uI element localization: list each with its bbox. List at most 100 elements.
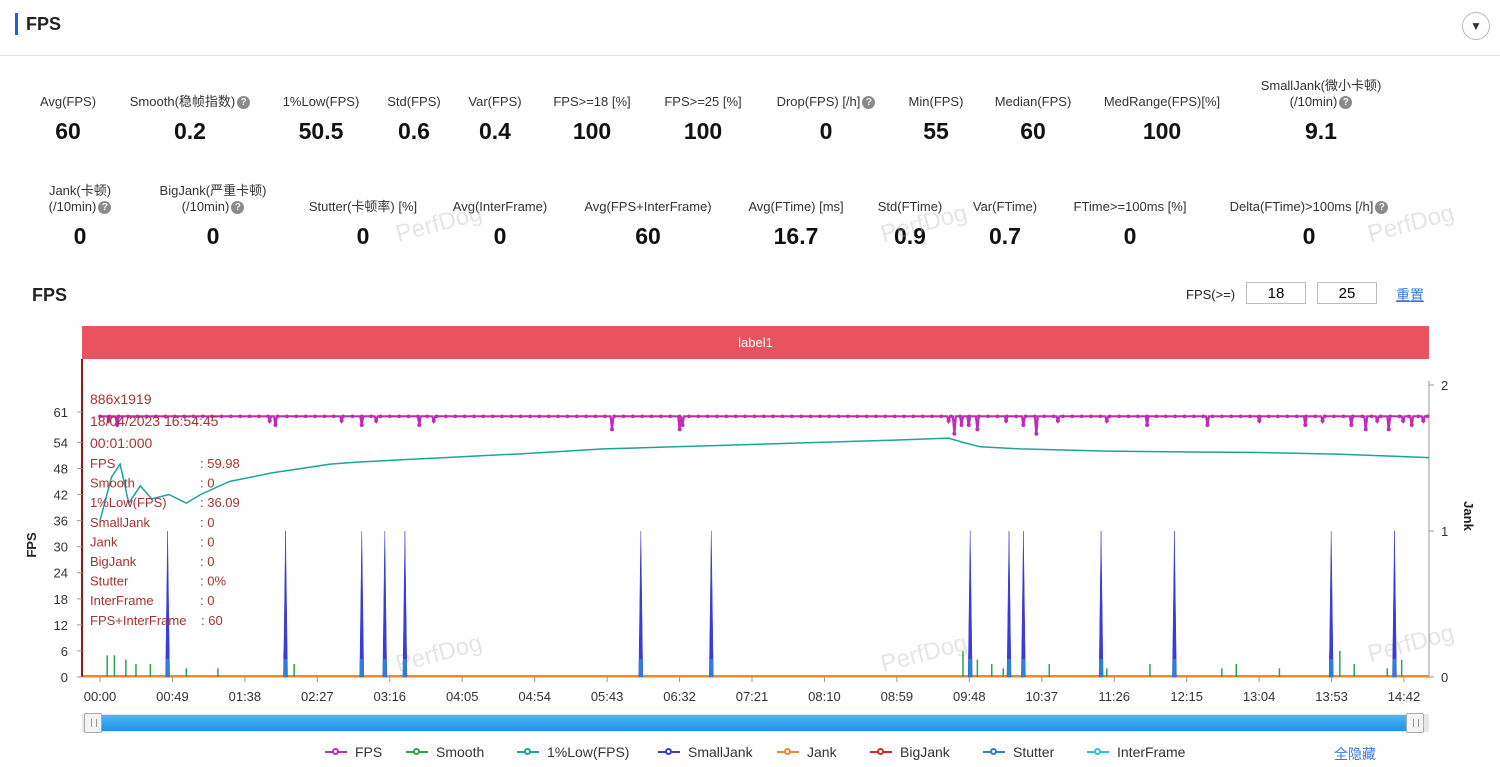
- metric-r2-5: Avg(FTime) [ms] 16.7: [706, 199, 886, 250]
- metric-r2-8: FTime>=100ms [%] 0: [1040, 199, 1220, 250]
- range-slider-selection[interactable]: [100, 715, 1411, 731]
- chevron-down-icon[interactable]: ▼: [1462, 12, 1490, 40]
- y-tick-label: 54: [54, 435, 68, 450]
- stutter-bar: [359, 659, 364, 677]
- fps-point: [640, 414, 645, 419]
- range-slider-right-handle[interactable]: [1406, 713, 1424, 733]
- fps-point: [425, 414, 430, 419]
- fps-point: [135, 414, 140, 419]
- help-icon[interactable]: ?: [1375, 201, 1389, 215]
- fps-point: [1201, 414, 1205, 419]
- metric-r2-6: Std(FTime) 0.9: [820, 199, 1000, 250]
- x-tick-label: 07:21: [736, 689, 769, 704]
- fps-point: [257, 414, 261, 419]
- fps-point: [462, 414, 467, 419]
- fps-point: [808, 414, 813, 419]
- chart-legend: FPS Smooth 1%Low(FPS) SmallJank Jank BigJank S…: [0, 744, 1500, 764]
- fps-point: [1034, 431, 1039, 436]
- fps-point: [799, 414, 803, 419]
- metric-label-text: Avg(FPS+InterFrame): [584, 199, 712, 214]
- help-icon[interactable]: ?: [231, 201, 245, 215]
- metric-value: 0: [1302, 223, 1316, 249]
- metric-r2-7: Var(FTime) 0.7: [915, 199, 1095, 250]
- legend-item-fps[interactable]: FPS: [325, 744, 382, 760]
- legend-item-jank[interactable]: Jank: [777, 744, 837, 760]
- fps-threshold-input-2[interactable]: [1317, 282, 1377, 304]
- fps-point: [818, 414, 822, 419]
- metric-label-text: Std(FTime): [877, 199, 943, 214]
- range-slider-left-handle[interactable]: [84, 713, 102, 733]
- stutter-bar: [1099, 659, 1104, 677]
- stutter-bar: [1172, 659, 1177, 677]
- legend-swatch-icon: [870, 748, 892, 755]
- metric-value: 60: [55, 118, 81, 144]
- smalljank-spike: [1392, 530, 1397, 678]
- metric-label: Avg(FPS): [0, 94, 158, 110]
- stutter-bar: [709, 659, 714, 677]
- metric-value: 16.7: [773, 223, 819, 249]
- metric-label: FTime>=100ms [%]: [1040, 199, 1220, 215]
- help-icon[interactable]: ?: [98, 201, 112, 215]
- tooltip-key: Smooth: [90, 476, 135, 491]
- help-icon[interactable]: ?: [1339, 96, 1353, 110]
- fps-threshold-input-1[interactable]: [1246, 282, 1306, 304]
- help-icon[interactable]: ?: [237, 96, 251, 110]
- metric-value: 100: [683, 118, 723, 144]
- fps-point: [705, 414, 710, 419]
- smalljank-spike: [1021, 530, 1026, 678]
- metric-r1-1: Smooth(稳帧指数)? 0.2: [100, 94, 280, 145]
- fps-point: [1276, 414, 1280, 419]
- smalljank-spike: [283, 530, 288, 678]
- y-tick-label: 48: [54, 461, 68, 476]
- y2-tick-label: 2: [1441, 378, 1448, 393]
- metric-label-text: Smooth(稳帧指数): [129, 94, 236, 109]
- metric-r1-3: Std(FPS) 0.6: [324, 94, 504, 145]
- x-tick-label: 00:00: [84, 689, 117, 704]
- fps-point: [182, 414, 186, 419]
- fps-point: [416, 414, 420, 419]
- metric-r1-8: Min(FPS) 55: [846, 94, 1026, 145]
- fps-point: [219, 414, 224, 419]
- legend-swatch-icon: [658, 748, 680, 755]
- metric-label-text: Median(FPS): [994, 94, 1072, 109]
- metric-r2-2: Stutter(卡顿率) [%] 0: [273, 199, 453, 250]
- metric-label-unit: (/10min): [48, 199, 97, 214]
- fps-point: [154, 414, 158, 419]
- y-tick-label: 12: [54, 618, 68, 633]
- fps-point: [1350, 414, 1355, 419]
- legend-item-smooth[interactable]: Smooth: [406, 744, 484, 760]
- label-bar[interactable]: label1: [82, 326, 1429, 359]
- fps-point: [1192, 414, 1196, 419]
- legend-item-stutter[interactable]: Stutter: [983, 744, 1054, 760]
- x-tick-label: 09:48: [953, 689, 986, 704]
- fps-point: [472, 414, 476, 419]
- metric-label-text: Min(FPS): [908, 94, 964, 109]
- fps-point: [528, 414, 532, 419]
- tooltip-value: : 0: [200, 515, 214, 530]
- legend-item-interframe[interactable]: InterFrame: [1087, 744, 1185, 760]
- metric-value: 0: [819, 118, 833, 144]
- fps-point: [229, 414, 233, 419]
- smalljank-spike: [1006, 530, 1012, 678]
- legend-label: InterFrame: [1117, 744, 1186, 760]
- metric-value: 0.6: [398, 118, 430, 144]
- smalljank-spike: [1328, 530, 1334, 678]
- fps-point: [509, 414, 514, 419]
- legend-label: Jank: [807, 744, 837, 760]
- metric-label-text: FPS>=18 [%]: [553, 94, 631, 109]
- hide-all-link[interactable]: 全隐藏: [1334, 746, 1376, 762]
- metric-value: 0: [356, 223, 370, 249]
- reset-link[interactable]: 重置: [1396, 287, 1424, 303]
- fps-point: [1229, 414, 1234, 419]
- help-icon[interactable]: ?: [862, 96, 876, 110]
- metric-value: 0.7: [989, 223, 1021, 249]
- metric-label: Avg(FPS+InterFrame): [558, 199, 738, 215]
- metric-label: MedRange(FPS)[%]: [1072, 94, 1252, 110]
- legend-item-1-low-fps-[interactable]: 1%Low(FPS): [517, 744, 629, 760]
- legend-item-bigjank[interactable]: BigJank: [870, 744, 950, 760]
- fps-point: [892, 414, 897, 419]
- fps-point: [1369, 414, 1374, 419]
- metric-label-text: Var(FPS): [468, 94, 522, 109]
- legend-item-smalljank[interactable]: SmallJank: [658, 744, 753, 760]
- metric-value: 0.9: [894, 223, 926, 249]
